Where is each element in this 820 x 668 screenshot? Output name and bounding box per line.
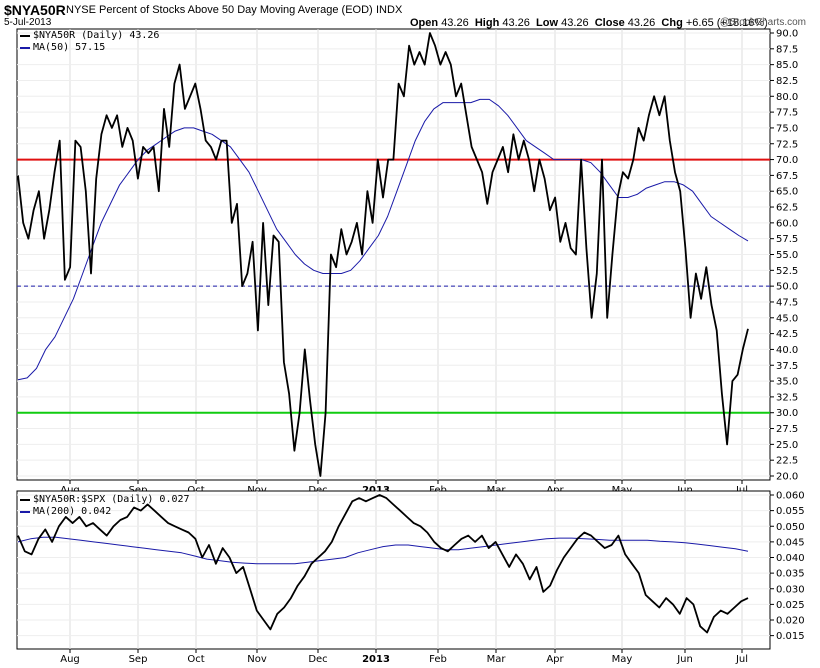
chg-value: +6.65 (+18.16%) (685, 17, 768, 29)
exchange-label: INDX (376, 4, 403, 16)
ohlc-readout: Open 43.26 High 43.26 Low 43.26 Close 43… (410, 17, 768, 29)
chg-label: Chg (661, 17, 683, 29)
y-tick-label: 20.0 (776, 472, 798, 483)
y-tick-label: 87.5 (776, 44, 798, 55)
high-label: High (474, 17, 500, 29)
y-tick-label: 0.060 (776, 491, 805, 502)
y-tick-label: 0.015 (776, 631, 805, 642)
y-tick-label: 60.0 (776, 218, 798, 229)
x-tick-label: Jun (676, 654, 693, 665)
y-tick-label: 32.5 (776, 392, 798, 403)
high-value: 43.26 (502, 17, 530, 29)
close-value: 43.26 (627, 17, 656, 29)
y-tick-label: 72.5 (776, 139, 798, 150)
y-tick-label: 45.0 (776, 313, 798, 324)
low-label: Low (536, 17, 559, 29)
y-tick-label: 75.0 (776, 123, 798, 134)
legend-label: MA(50) 57.15 (33, 42, 106, 53)
legend-label: $NYA50R:$SPX (Daily) 0.027 (33, 494, 190, 505)
y-tick-label: 47.5 (776, 297, 798, 308)
x-tick-label: May (612, 654, 633, 665)
legend-label: $NYA50R (Daily) 43.26 (33, 30, 160, 41)
x-tick-label: Dec (308, 654, 327, 665)
y-tick-label: 50.0 (776, 282, 798, 293)
y-tick-label: 37.5 (776, 361, 798, 372)
low-value: 43.26 (561, 17, 589, 29)
x-tick-label: Jul (735, 654, 748, 665)
y-tick-label: 67.5 (776, 171, 798, 182)
series-line-nya50r-spx (17, 494, 749, 634)
y-tick-label: 22.5 (776, 456, 798, 467)
legend-swatch (20, 498, 30, 501)
chart-symbol: $NYA50R (4, 2, 66, 18)
y-tick-label: 42.5 (776, 329, 798, 340)
x-tick-label: Sep (129, 654, 148, 665)
y-tick-label: 40.0 (776, 345, 798, 356)
y-tick-label: 35.0 (776, 377, 798, 388)
legend-swatch (20, 34, 30, 37)
y-tick-label: 55.0 (776, 250, 798, 261)
y-tick-label: 0.025 (776, 600, 805, 611)
legend-swatch (20, 510, 30, 513)
close-label: Close (594, 17, 625, 29)
y-tick-label: 0.055 (776, 506, 805, 517)
x-tick-label: Apr (546, 654, 564, 665)
x-tick-label: Aug (60, 654, 80, 665)
open-value: 43.26 (441, 17, 469, 29)
y-tick-label: 0.030 (776, 584, 805, 595)
series-line-ma-50 (17, 98, 749, 381)
series-line-ma-200 (17, 536, 749, 565)
stockcharts-watermark: @StockCharts.com (719, 17, 806, 28)
y-tick-label: 80.0 (776, 92, 798, 103)
legend-ratio-ma: MA(200) 0.042 (20, 506, 111, 517)
x-tick-label: 2013 (362, 654, 390, 665)
y-tick-label: 90.0 (776, 29, 798, 40)
y-tick-label: 52.5 (776, 266, 798, 277)
y-tick-label: 25.0 (776, 440, 798, 451)
y-tick-label: 0.035 (776, 569, 805, 580)
y-tick-label: 0.040 (776, 553, 805, 564)
y-tick-label: 27.5 (776, 424, 798, 435)
x-tick-label: Oct (187, 654, 204, 665)
y-tick-label: 0.020 (776, 616, 805, 627)
y-tick-label: 57.5 (776, 234, 798, 245)
chart-full-name: NYSE Percent of Stocks Above 50 Day Movi… (66, 4, 373, 16)
y-tick-label: 30.0 (776, 408, 798, 419)
x-tick-label: Mar (487, 654, 507, 665)
y-tick-label: 85.0 (776, 60, 798, 71)
legend-ratio-price: $NYA50R:$SPX (Daily) 0.027 (20, 494, 190, 505)
y-tick-label: 0.045 (776, 537, 805, 548)
x-tick-label: Feb (429, 654, 447, 665)
x-tick-label: Nov (247, 654, 267, 665)
legend-main-ma: MA(50) 57.15 (20, 42, 105, 53)
open-label: Open (410, 17, 439, 29)
legend-main-price: $NYA50R (Daily) 43.26 (20, 30, 159, 41)
panel-frame (16, 490, 771, 650)
series-line-nya50r (17, 32, 749, 477)
y-tick-label: 0.050 (776, 522, 805, 533)
y-tick-label: 82.5 (776, 76, 798, 87)
legend-label: MA(200) 0.042 (33, 506, 112, 517)
y-tick-label: 62.5 (776, 203, 798, 214)
y-tick-label: 77.5 (776, 108, 798, 119)
y-tick-label: 70.0 (776, 155, 798, 166)
legend-swatch (20, 46, 30, 49)
chart-date: 5-Jul-2013 (4, 17, 52, 28)
y-tick-label: 65.0 (776, 187, 798, 198)
